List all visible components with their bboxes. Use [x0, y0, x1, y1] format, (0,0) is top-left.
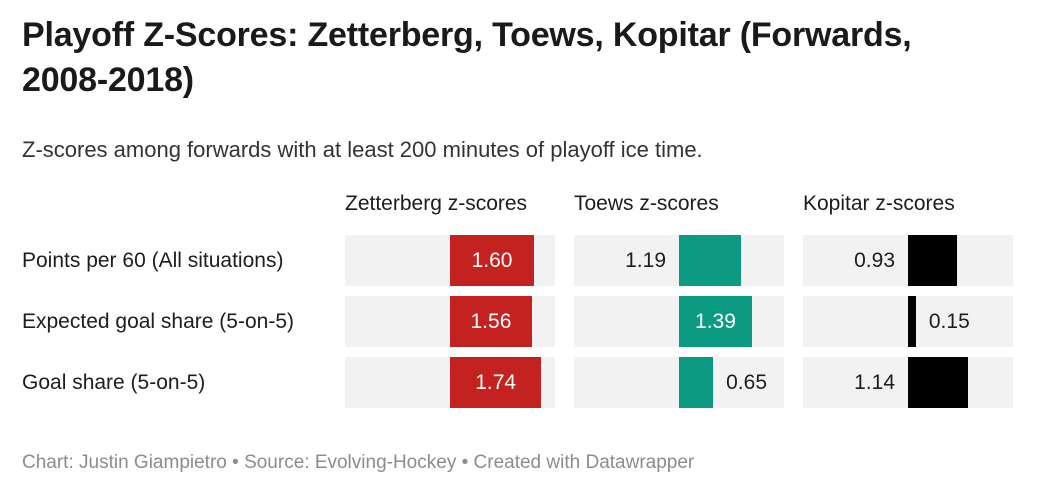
- bar: [908, 235, 957, 286]
- bar-cell: 1.56: [345, 296, 555, 347]
- bar: [908, 296, 916, 347]
- value-label: 1.19: [625, 248, 666, 272]
- row-label: Points per 60 (All situations): [22, 248, 284, 272]
- value-label: 1.56: [470, 309, 512, 333]
- chart-title: Playoff Z-Scores: Zetterberg, Toews, Kop…: [22, 16, 912, 99]
- value-label: 1.39: [695, 309, 736, 333]
- bar: [679, 357, 714, 408]
- value-label: 0.65: [726, 370, 767, 394]
- bar-cell: 1.74: [345, 357, 555, 408]
- column-header-toews: Toews z-scores: [574, 192, 719, 215]
- row-label: Goal share (5-on-5): [22, 370, 206, 394]
- value-label: 1.60: [471, 248, 513, 272]
- bar-cell: 1.19: [574, 235, 784, 286]
- chart-subtitle: Z-scores among forwards with at least 20…: [22, 137, 703, 162]
- bar-cell: 1.14: [803, 357, 1013, 408]
- z-score-table: Zetterberg z-scores Toews z-scores Kopit…: [22, 192, 1013, 408]
- row-label: Expected goal share (5-on-5): [22, 309, 294, 333]
- bar: [908, 357, 968, 408]
- bar-cell: 0.65: [574, 357, 784, 408]
- value-label: 0.93: [854, 248, 895, 272]
- bar: [450, 235, 534, 286]
- column-header-zetterberg: Zetterberg z-scores: [345, 192, 528, 215]
- value-label: 1.74: [475, 370, 517, 394]
- bar-cell: 1.60: [345, 235, 555, 286]
- column-header-kopitar: Kopitar z-scores: [803, 192, 955, 215]
- bar: [679, 296, 752, 347]
- value-label: 0.15: [928, 309, 970, 333]
- bar-cell: 0.93: [803, 235, 1013, 286]
- bar: [450, 357, 542, 408]
- table-corner-spacer: [22, 192, 326, 225]
- value-label: 1.14: [854, 370, 895, 394]
- bar-cell: 0.15: [803, 296, 1013, 347]
- bar: [450, 296, 532, 347]
- bar: [679, 235, 742, 286]
- bar-cell: 1.39: [574, 296, 784, 347]
- chart-footer: Chart: Justin Giampietro • Source: Evolv…: [22, 452, 695, 473]
